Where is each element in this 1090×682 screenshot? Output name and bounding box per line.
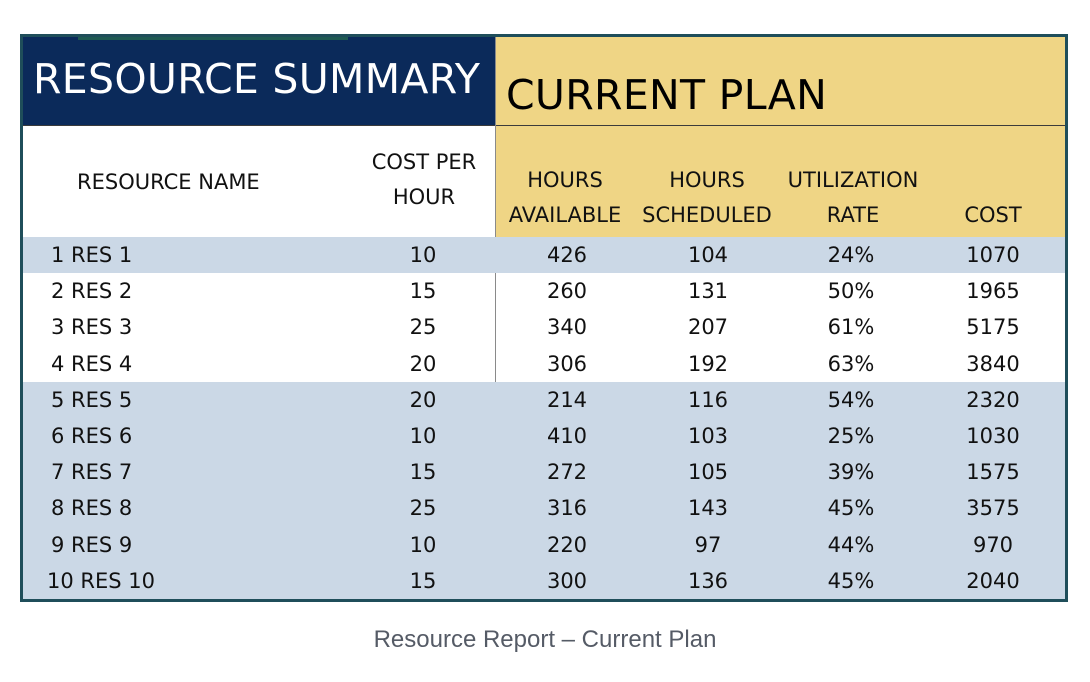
col-hours-available: HOURS AVAILABLE <box>501 163 629 233</box>
cell-resource-name: 8 RES 8 <box>51 496 133 521</box>
cell-hours-scheduled: 207 <box>687 315 729 340</box>
cell-utilization-rate: 61% <box>827 315 875 340</box>
table-row: 2 RES 2 15 260 131 50% 1965 <box>23 273 1065 309</box>
cell-resource-name: 9 RES 9 <box>51 532 133 557</box>
col-hours-available-line1: HOURS <box>527 168 603 192</box>
cell-hours-scheduled: 131 <box>687 279 729 304</box>
col-hours-available-line2: AVAILABLE <box>508 203 622 227</box>
resource-table: RESOURCE SUMMARY CURRENT PLAN RESOURCE N… <box>20 34 1068 602</box>
cell-hours-available: 340 <box>546 315 588 340</box>
table-row: 8 RES 8 25 316 143 45% 3575 <box>23 490 1065 527</box>
cell-hours-available: 410 <box>546 423 588 448</box>
cell-hours-available: 220 <box>546 532 588 557</box>
current-plan-header: CURRENT PLAN <box>496 37 1065 237</box>
cell-hours-available: 300 <box>546 568 588 593</box>
resource-summary-header: RESOURCE SUMMARY <box>23 37 495 125</box>
cell-resource-name: 1 RES 1 <box>51 243 133 267</box>
cell-hours-available: 272 <box>546 460 588 485</box>
cell-cost-per-hour: 20 <box>409 351 437 376</box>
col-utilization-rate: UTILIZATION RATE <box>779 163 927 233</box>
cell-hours-available: 214 <box>546 387 588 412</box>
header-accent-line <box>78 37 348 40</box>
current-plan-title: CURRENT PLAN <box>506 71 828 119</box>
cell-hours-scheduled: 97 <box>694 532 722 557</box>
cell-utilization-rate: 39% <box>827 460 875 485</box>
cell-cost: 2320 <box>966 387 1020 412</box>
cell-resource-name: 5 RES 5 <box>51 387 133 412</box>
cell-utilization-rate: 54% <box>827 387 875 412</box>
cell-cost-per-hour: 10 <box>409 532 437 557</box>
cell-cost: 3840 <box>966 351 1020 376</box>
cell-hours-scheduled: 105 <box>687 460 729 485</box>
table-row: 1 RES 1 10 426 104 24% 1070 <box>23 237 1065 274</box>
cell-utilization-rate: 44% <box>827 532 875 557</box>
cell-cost: 1575 <box>966 460 1020 485</box>
cell-cost-per-hour: 10 <box>409 423 437 448</box>
cell-cost-per-hour: 20 <box>409 387 437 412</box>
cell-utilization-rate: 50% <box>827 279 875 304</box>
col-cost-per-hour-line2: HOUR <box>392 185 456 209</box>
cell-cost-per-hour: 25 <box>409 315 437 340</box>
cell-resource-name: 3 RES 3 <box>51 315 133 340</box>
table-row: 3 RES 3 25 340 207 61% 5175 <box>23 309 1065 345</box>
cell-hours-scheduled: 116 <box>687 387 729 412</box>
table-row: 10 RES 10 15 300 136 45% 2040 <box>23 562 1065 599</box>
col-hours-scheduled-line2: SCHEDULED <box>642 203 772 227</box>
cell-resource-name: 7 RES 7 <box>51 460 133 485</box>
cell-utilization-rate: 25% <box>827 423 875 448</box>
cell-hours-available: 306 <box>546 351 588 376</box>
cell-hours-available: 316 <box>546 496 588 521</box>
cell-hours-available: 426 <box>546 243 588 267</box>
cell-utilization-rate: 24% <box>827 243 875 267</box>
header-divider <box>23 125 1065 126</box>
cell-hours-scheduled: 136 <box>687 568 729 593</box>
figure-caption: Resource Report – Current Plan <box>373 626 717 653</box>
col-resource-name: RESOURCE NAME <box>77 170 260 194</box>
col-hours-scheduled-line1: HOURS <box>669 168 745 192</box>
col-cost-per-hour-line1: COST PER <box>371 150 477 174</box>
cell-cost-per-hour: 15 <box>409 279 437 304</box>
col-utilization-line2: RATE <box>826 203 880 227</box>
cell-resource-name: 6 RES 6 <box>51 423 133 448</box>
cell-resource-name: 10 RES 10 <box>47 568 155 593</box>
cell-cost: 3575 <box>966 496 1020 521</box>
table-row: 9 RES 9 10 220 97 44% 970 <box>23 526 1065 563</box>
cell-cost: 1965 <box>966 279 1020 304</box>
table-body: 1 RES 1 10 426 104 24% 1070 2 RES 2 15 2… <box>23 237 1065 599</box>
cell-utilization-rate: 45% <box>827 496 875 521</box>
table-row: 5 RES 5 20 214 116 54% 2320 <box>23 381 1065 418</box>
cell-cost-per-hour: 25 <box>409 496 437 521</box>
resource-summary-title: RESOURCE SUMMARY <box>33 55 481 103</box>
cell-resource-name: 4 RES 4 <box>51 351 133 376</box>
cell-hours-available: 260 <box>546 279 588 304</box>
col-utilization-line1: UTILIZATION <box>787 168 919 192</box>
table-row: 7 RES 7 15 272 105 39% 1575 <box>23 454 1065 491</box>
table-row: 4 RES 4 20 306 192 63% 3840 <box>23 346 1065 382</box>
cell-hours-scheduled: 143 <box>687 496 729 521</box>
cell-utilization-rate: 63% <box>827 351 875 376</box>
cell-cost-per-hour: 10 <box>409 243 437 267</box>
cell-utilization-rate: 45% <box>827 568 875 593</box>
cell-cost: 1070 <box>966 243 1020 267</box>
column-divider <box>495 37 496 599</box>
cell-cost: 5175 <box>966 315 1020 340</box>
cell-cost: 970 <box>972 532 1014 557</box>
table-row: 6 RES 6 10 410 103 25% 1030 <box>23 417 1065 455</box>
cell-cost-per-hour: 15 <box>409 460 437 485</box>
col-cost: COST <box>964 203 1022 227</box>
col-cost-per-hour: COST PER HOUR <box>359 145 489 215</box>
col-hours-scheduled: HOURS SCHEDULED <box>639 163 775 233</box>
cell-hours-scheduled: 192 <box>687 351 729 376</box>
cell-cost-per-hour: 15 <box>409 568 437 593</box>
cell-cost: 2040 <box>966 568 1020 593</box>
cell-hours-scheduled: 104 <box>687 243 729 267</box>
cell-cost: 1030 <box>966 423 1020 448</box>
cell-resource-name: 2 RES 2 <box>51 279 133 304</box>
cell-hours-scheduled: 103 <box>687 423 729 448</box>
